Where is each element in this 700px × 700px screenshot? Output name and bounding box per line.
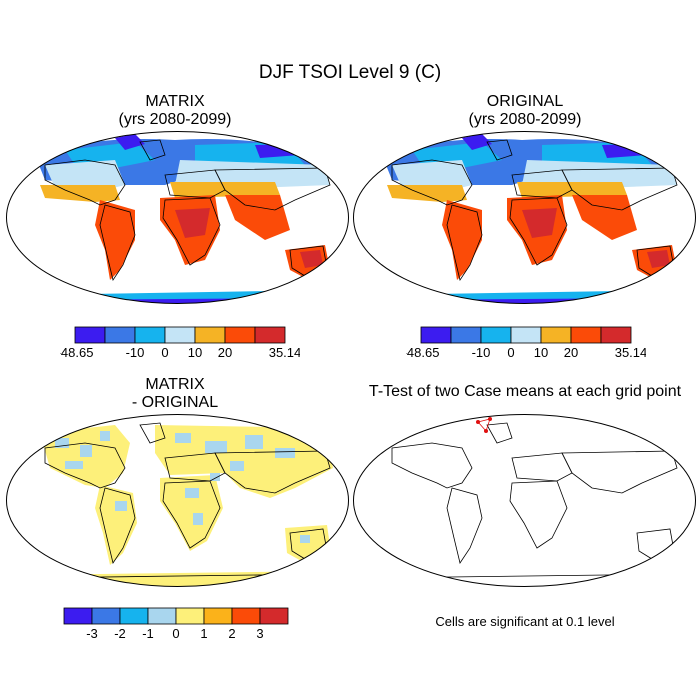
panel-title-line2: - ORIGINAL	[131, 394, 219, 411]
colorbar-label: 20	[564, 345, 578, 360]
panel-title-line2: (yrs 2080-2099)	[118, 111, 232, 128]
panel-title-difference: MATRIX - ORIGINAL	[0, 376, 350, 412]
colorbar-label: 0	[161, 345, 168, 360]
map-ttest	[353, 414, 696, 587]
colorbar-label: -10	[126, 345, 145, 360]
colorbar-box	[104, 326, 136, 344]
panel-title-ttest: T-Test of two Case means at each grid po…	[350, 383, 700, 401]
colorbar-box	[450, 326, 482, 344]
colorbar-box	[570, 326, 602, 344]
colorbar-box	[224, 326, 256, 344]
colorbar-label: 20	[218, 345, 232, 360]
map-matrix	[6, 131, 349, 304]
colorbar-label: -3	[86, 626, 98, 641]
colorbar-box	[231, 607, 261, 625]
colorbar-label: 0	[172, 626, 179, 641]
colorbar-box	[420, 326, 452, 344]
colorbar-box	[91, 607, 121, 625]
colorbar-label: -10	[472, 345, 491, 360]
colorbar-label: 3	[256, 626, 263, 641]
colorbar-label: -48.65	[60, 345, 93, 360]
colorbar-label: -1	[142, 626, 154, 641]
colorbar-box	[194, 326, 226, 344]
colorbar-label: 35.14	[615, 345, 646, 360]
panel-title-line2: (yrs 2080-2099)	[468, 111, 582, 128]
colorbar-matrix: -48.65 -10 0 10 20 35.14	[60, 326, 300, 360]
colorbar-difference: -3 -2 -1 0 1 2 3	[63, 607, 289, 641]
colorbar-box	[540, 326, 572, 344]
panel-title-matrix: MATRIX (yrs 2080-2099)	[0, 93, 350, 129]
colorbar-box	[147, 607, 177, 625]
main-title: DJF TSOI Level 9 (C)	[258, 62, 442, 83]
colorbar-original: -48.65 -10 0 10 20 35.14	[406, 326, 646, 360]
colorbar-label: -2	[114, 626, 126, 641]
colorbar-label: -48.65	[406, 345, 439, 360]
significance-note: Cells are significant at 0.1 level	[435, 614, 615, 629]
panel-title-original: ORIGINAL (yrs 2080-2099)	[350, 93, 700, 129]
panel-title-line1: MATRIX	[145, 376, 205, 393]
colorbar-box	[600, 326, 632, 344]
colorbar-box	[203, 607, 233, 625]
colorbar-box	[480, 326, 512, 344]
colorbar-label: 10	[188, 345, 202, 360]
colorbar-box	[254, 326, 286, 344]
map-original	[353, 131, 696, 304]
colorbar-box	[74, 326, 106, 344]
significant-cells	[476, 417, 492, 433]
colorbar-label: 0	[507, 345, 514, 360]
colorbar-label: 2	[228, 626, 235, 641]
panel-title-line1: MATRIX	[145, 93, 205, 110]
colorbar-box	[510, 326, 542, 344]
colorbar-box	[175, 607, 205, 625]
colorbar-box	[134, 326, 166, 344]
colorbar-box	[259, 607, 289, 625]
colorbar-label: 1	[200, 626, 207, 641]
colorbar-label: 10	[534, 345, 548, 360]
colorbar-box	[119, 607, 149, 625]
panel-title-line1: T-Test of two Case means at each grid po…	[368, 383, 682, 400]
map-difference	[6, 414, 349, 587]
colorbar-box	[164, 326, 196, 344]
colorbar-label: 35.14	[269, 345, 300, 360]
colorbar-box	[63, 607, 93, 625]
panel-title-line1: ORIGINAL	[486, 93, 564, 110]
